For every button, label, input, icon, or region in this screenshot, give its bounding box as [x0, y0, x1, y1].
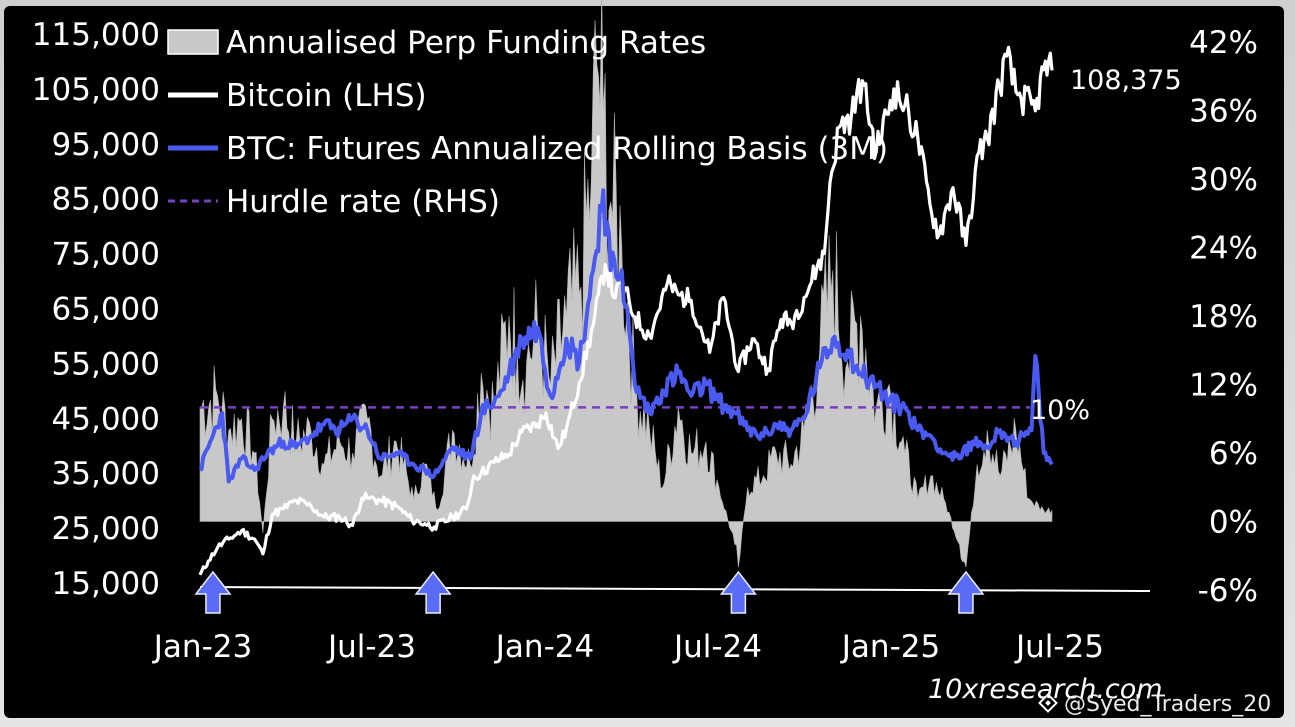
x-tick-label: Jul-25	[1014, 629, 1104, 665]
legend: Annualised Perp Funding Rates Bitcoin (LH…	[167, 25, 888, 220]
x-tick-label: Jan-25	[840, 629, 940, 665]
up-arrow-icon	[414, 570, 452, 614]
y-right-tick-label: 24%	[1189, 231, 1258, 267]
x-tick-label: Jul-24	[672, 629, 762, 665]
legend-label: Annualised Perp Funding Rates	[226, 25, 706, 61]
y-left-tick-label: 15,000	[52, 566, 160, 602]
y-right-tick-label: 42%	[1189, 25, 1258, 61]
basis-line	[198, 188, 1054, 484]
brand-watermark: 10xresearch.com	[928, 674, 1163, 705]
y-right-tick-label: 30%	[1189, 162, 1258, 198]
y-right-tick-label: 12%	[1189, 368, 1258, 404]
y-left-tick-label: 35,000	[52, 456, 160, 492]
x-axis-ticks: Jan-23 Jul-23 Jan-24 Jul-24 Jan-25 Jul-25	[152, 629, 1104, 665]
y-right-tick-label: 6%	[1209, 436, 1258, 472]
y-left-tick-label: 55,000	[52, 346, 160, 382]
bitcoin-line	[198, 45, 1054, 576]
y-right-tick-label: 18%	[1189, 299, 1258, 335]
funding-rate-area	[199, 0, 1053, 568]
y-right-tick-label: 0%	[1209, 505, 1258, 541]
basis-series	[198, 188, 1054, 484]
y-axis-left: 115,000 105,000 95,000 85,000 75,000 65,000 55…	[32, 17, 160, 602]
y-left-tick-label: 95,000	[52, 127, 160, 163]
up-arrow-icon	[194, 570, 232, 614]
y-left-tick-label: 115,000	[32, 17, 160, 53]
hurdle-value-label: 10%	[1030, 395, 1090, 426]
legend-swatch-funding	[167, 29, 219, 55]
y-left-tick-label: 85,000	[52, 182, 160, 218]
y-right-tick-label: -6%	[1198, 573, 1258, 609]
x-tick-label: Jan-24	[494, 629, 594, 665]
x-tick-label: Jan-23	[152, 629, 252, 665]
y-left-tick-label: 45,000	[52, 401, 160, 437]
user-watermark: @Syed_Traders_20	[1064, 692, 1271, 717]
y-left-tick-label: 65,000	[52, 292, 160, 328]
funding-rate-fill	[199, 0, 1053, 568]
x-tick-label: Jul-23	[326, 629, 416, 665]
low-markers	[194, 570, 985, 614]
y-left-tick-label: 75,000	[52, 237, 160, 273]
y-left-tick-label: 105,000	[32, 72, 160, 108]
legend-label: Bitcoin (LHS)	[226, 78, 427, 114]
last-price-label: 108,375	[1070, 65, 1182, 96]
y-axis-right: 42% 36% 30% 24% 18% 12% 6% 0% -6%	[1189, 25, 1258, 609]
legend-label: Hurdle rate (RHS)	[226, 184, 500, 220]
y-left-tick-label: 25,000	[52, 511, 160, 547]
binance-logo-icon	[1038, 693, 1058, 713]
up-arrow-icon	[719, 570, 757, 614]
x-axis-line	[199, 586, 1151, 592]
legend-label: BTC: Futures Annualized Rolling Basis (3…	[226, 131, 888, 167]
up-arrow-icon	[947, 570, 985, 614]
bitcoin-series	[198, 45, 1054, 576]
y-right-tick-label: 36%	[1189, 94, 1258, 130]
